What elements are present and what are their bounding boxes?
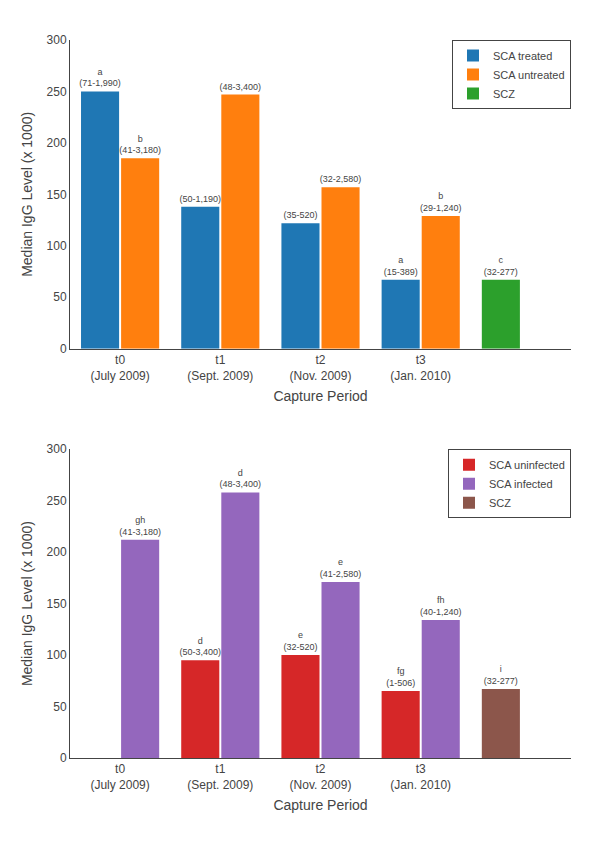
svg-text:50: 50 <box>53 290 67 304</box>
svg-text:gh(41-3,180): gh(41-3,180) <box>119 515 161 537</box>
svg-text:SCZ: SCZ <box>493 88 515 100</box>
svg-text:200: 200 <box>47 545 67 559</box>
svg-text:t2(Nov. 2009): t2(Nov. 2009) <box>290 353 352 383</box>
svg-text:d(48-3,400): d(48-3,400) <box>220 468 262 490</box>
svg-text:(35-520): (35-520) <box>283 210 317 220</box>
svg-text:250: 250 <box>47 85 67 99</box>
svg-text:fh(40-1,240): fh(40-1,240) <box>420 595 462 617</box>
svg-text:fg(1-506): fg(1-506) <box>386 666 415 688</box>
svg-text:a(15-389): a(15-389) <box>384 255 418 277</box>
svg-text:t3(Jan. 2010): t3(Jan. 2010) <box>390 762 451 792</box>
svg-text:SCA treated: SCA treated <box>493 50 552 62</box>
svg-text:SCA uninfected: SCA uninfected <box>489 459 565 471</box>
svg-text:Median IgG Level (x 1000): Median IgG Level (x 1000) <box>19 521 35 686</box>
svg-text:300: 300 <box>47 442 67 456</box>
svg-text:i(32-277): i(32-277) <box>484 664 518 686</box>
svg-text:300: 300 <box>47 33 67 47</box>
svg-text:0: 0 <box>60 751 67 765</box>
svg-text:t1(Sept. 2009): t1(Sept. 2009) <box>187 762 253 792</box>
svg-text:100: 100 <box>47 239 67 253</box>
svg-text:(50-1,190): (50-1,190) <box>179 194 221 204</box>
svg-text:SCZ: SCZ <box>489 497 511 509</box>
svg-text:e(41-2,580): e(41-2,580) <box>320 557 362 579</box>
svg-text:150: 150 <box>47 597 67 611</box>
svg-text:b(29-1,240): b(29-1,240) <box>420 191 462 213</box>
svg-text:Capture Period: Capture Period <box>273 797 367 813</box>
svg-text:SCA untreated: SCA untreated <box>493 69 565 81</box>
svg-text:b(41-3,180): b(41-3,180) <box>119 134 161 156</box>
svg-text:100: 100 <box>47 648 67 662</box>
svg-text:a(71-1,990): a(71-1,990) <box>79 67 121 89</box>
svg-text:t0(July 2009): t0(July 2009) <box>90 353 149 383</box>
svg-text:200: 200 <box>47 136 67 150</box>
svg-text:t0(July 2009): t0(July 2009) <box>90 762 149 792</box>
svg-text:t2(Nov. 2009): t2(Nov. 2009) <box>290 762 352 792</box>
svg-text:150: 150 <box>47 188 67 202</box>
svg-text:0: 0 <box>60 342 67 356</box>
svg-text:e(32-520): e(32-520) <box>283 630 317 652</box>
svg-text:Capture Period: Capture Period <box>273 388 367 404</box>
svg-text:c(32-277): c(32-277) <box>484 255 518 277</box>
svg-text:(48-3,400): (48-3,400) <box>220 82 262 92</box>
svg-text:t3(Jan. 2010): t3(Jan. 2010) <box>390 353 451 383</box>
svg-text:Median IgG Level (x 1000): Median IgG Level (x 1000) <box>19 112 35 277</box>
svg-text:50: 50 <box>53 700 67 714</box>
svg-text:t1(Sept. 2009): t1(Sept. 2009) <box>187 353 253 383</box>
svg-text:(32-2,580): (32-2,580) <box>320 174 362 184</box>
svg-text:250: 250 <box>47 494 67 508</box>
svg-text:d(50-3,400): d(50-3,400) <box>179 636 221 658</box>
svg-text:SCA infected: SCA infected <box>489 478 553 490</box>
